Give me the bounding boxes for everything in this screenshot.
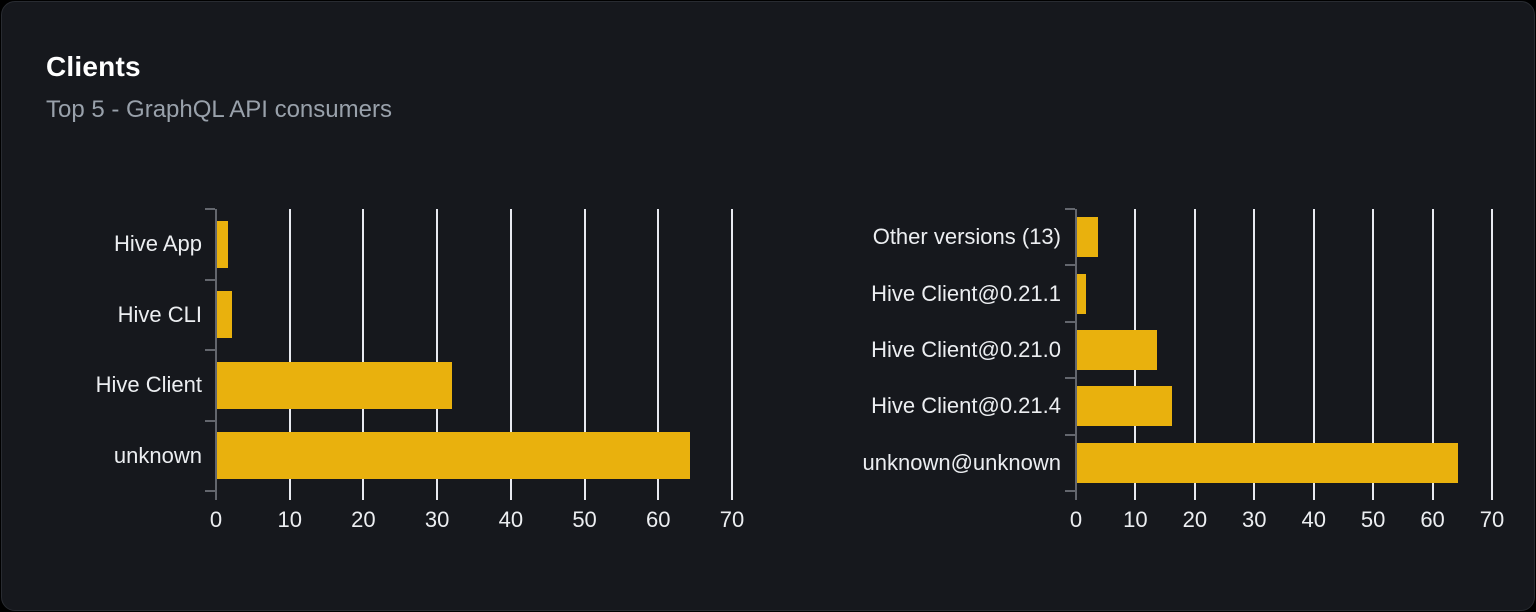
x-tick-label: 60 — [646, 507, 671, 532]
card-header: Clients Top 5 - GraphQL API consumers — [46, 50, 392, 125]
x-tick-label: 10 — [277, 507, 302, 532]
x-tick-label: 30 — [424, 507, 450, 532]
x-tick-label: 0 — [1069, 507, 1083, 532]
gridline — [1491, 209, 1493, 500]
y-axis-line — [215, 209, 217, 500]
category-label: Hive App — [113, 231, 202, 257]
bar — [216, 432, 690, 480]
x-tick-label: 40 — [498, 507, 524, 532]
y-axis-tick — [1065, 208, 1075, 210]
y-axis-tick — [1065, 377, 1075, 380]
x-tick-label: 30 — [1242, 507, 1267, 532]
bar — [216, 291, 233, 339]
plot-area — [1065, 208, 1493, 500]
y-axis-tick — [1065, 433, 1075, 436]
gridline — [583, 209, 586, 500]
bar — [1076, 442, 1459, 483]
category-label: Hive Client@0.21.1 — [871, 280, 1061, 306]
bar — [216, 361, 452, 409]
gridline — [288, 209, 291, 500]
bar — [1076, 386, 1173, 427]
y-axis-tick — [205, 278, 215, 281]
y-axis-tick — [1065, 320, 1075, 323]
x-tick-label: 20 — [351, 507, 376, 532]
category-label: Hive Client — [95, 372, 202, 398]
x-tick-label: 70 — [1479, 507, 1505, 532]
category-labels: Other versions (13) Hive Client@0.21.1 Hiv… — [841, 209, 1061, 491]
gridline — [657, 209, 660, 500]
category-label: Hive Client@0.21.4 — [871, 393, 1061, 419]
category-label: Hive Client@0.21.0 — [871, 336, 1061, 362]
x-tick-label: 50 — [1360, 507, 1386, 532]
category-label: Other versions (13) — [872, 224, 1061, 250]
card-subtitle: Top 5 - GraphQL API consumers — [46, 96, 392, 123]
y-axis-tick — [205, 419, 215, 422]
y-axis-tick — [205, 208, 215, 210]
plot-area — [205, 208, 733, 500]
gridline — [731, 209, 733, 500]
x-tick-label: 70 — [719, 507, 745, 532]
gridline — [509, 209, 512, 500]
x-tick-label: 50 — [572, 507, 597, 532]
bar — [1076, 217, 1098, 258]
category-labels: Hive App Hive CLI Hive Client unknown — [62, 209, 202, 491]
x-tick-label: 20 — [1182, 507, 1208, 532]
x-tick-label: 10 — [1123, 507, 1148, 532]
x-tick-label: 60 — [1420, 507, 1445, 532]
gridline — [1372, 209, 1375, 500]
y-axis-tick — [205, 490, 215, 492]
card-title: Clients — [46, 51, 141, 82]
x-tick-label: 0 — [209, 507, 223, 532]
category-label: unknown@unknown — [862, 449, 1061, 475]
gridline — [1253, 209, 1256, 500]
category-label: Hive CLI — [117, 301, 202, 327]
gridline — [1312, 209, 1315, 500]
gridline — [1431, 209, 1434, 500]
y-axis-tick — [205, 349, 215, 351]
gridline — [436, 209, 439, 500]
bar — [1076, 273, 1087, 314]
bar — [216, 220, 228, 268]
gridline — [362, 209, 365, 500]
bar — [1076, 330, 1157, 370]
y-axis-tick — [1065, 264, 1075, 267]
category-label: unknown — [113, 442, 202, 468]
y-axis-line — [1075, 209, 1077, 500]
gridline — [1193, 209, 1196, 500]
y-axis-tick — [1065, 490, 1075, 492]
x-tick-label: 40 — [1301, 507, 1326, 532]
